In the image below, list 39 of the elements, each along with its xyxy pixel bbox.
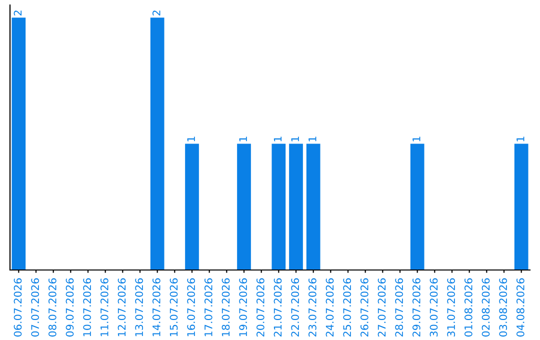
data-label: 2 [14, 10, 22, 16]
x-tick-label: 08.07.2026 [48, 278, 56, 337]
x-tick-label: 11.07.2026 [100, 278, 108, 336]
x-tick-label: 31.07.2026 [447, 278, 456, 336]
data-label: 1 [412, 136, 420, 142]
x-tick-label: 09.07.2026 [66, 278, 74, 337]
x-tick-label: 03.08.2026 [499, 278, 508, 337]
data-label: 1 [308, 136, 316, 142]
x-tick-label: 22.07.2026 [291, 278, 300, 337]
x-tick-label: 07.07.2026 [31, 278, 40, 337]
data-label: 1 [187, 136, 195, 142]
data-label: 1 [239, 136, 247, 142]
data-label: 1 [516, 136, 524, 142]
x-tick-label: 25.07.2026 [343, 278, 352, 337]
x-tick-label: 21.07.2026 [274, 278, 282, 337]
x-tick-label: 14.07.2026 [152, 278, 160, 336]
x-tick-label: 16.07.2026 [187, 278, 196, 336]
x-tick-label: 06.07.2026 [14, 278, 22, 337]
x-tick-label: 28.07.2026 [395, 278, 404, 337]
x-tick-label: 30.07.2026 [430, 278, 438, 336]
data-label: 1 [274, 136, 282, 142]
data-label: 1 [291, 136, 299, 142]
x-tick-label: 12.07.2026 [118, 278, 126, 336]
x-tick-label: 17.07.2026 [204, 278, 212, 336]
x-tick-label: 15.07.2026 [170, 278, 178, 336]
x-tick-label: 23.07.2026 [308, 278, 316, 337]
x-tick-label: 04.08.2026 [516, 278, 524, 337]
x-tick-label: 02.08.2026 [482, 278, 490, 337]
x-tick-label: 10.07.2026 [83, 278, 92, 336]
x-tick-label: 26.07.2026 [360, 278, 368, 337]
x-tick-label: 24.07.2026 [326, 278, 334, 337]
x-tick-label: 13.07.2026 [135, 278, 144, 336]
x-tick-label: 18.07.2026 [222, 278, 230, 336]
x-tick-label: 29.07.2026 [412, 278, 420, 337]
x-tick-label: 20.07.2026 [256, 278, 264, 337]
data-label: 2 [152, 10, 160, 16]
x-tick-label: 19.07.2026 [239, 278, 248, 336]
x-tick-label: 27.07.2026 [378, 278, 386, 337]
x-tick-label: 01.08.2026 [464, 278, 472, 337]
